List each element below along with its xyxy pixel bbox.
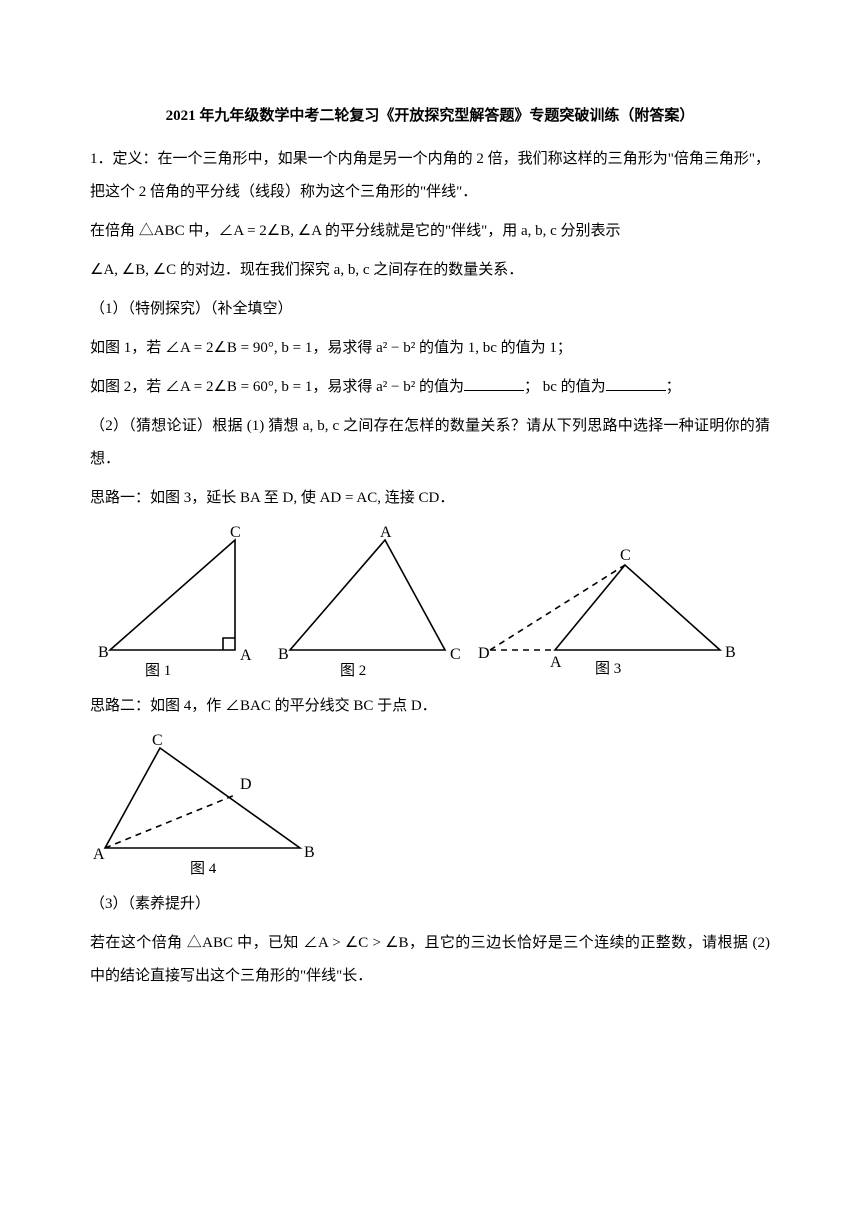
fig1-B: B [98,644,109,661]
figure-4: A B C D 图 4 [90,733,335,878]
figure-1: B A C 图 1 [90,525,260,680]
figure-1-svg: B A C 图 1 [90,525,260,680]
fig3-D: D [478,645,490,662]
figure-3-svg: D A B C 图 3 [475,545,735,680]
page: 2021 年九年级数学中考二轮复习《开放探究型解答题》专题突破训练（附答案） 1… [0,0,860,1059]
case-fig1: 如图 1，若 ∠A = 2∠B = 90°, b = 1，易求得 a² − b²… [90,332,770,365]
case-fig2: 如图 2，若 ∠A = 2∠B = 60°, b = 1，易求得 a² − b²… [90,371,770,404]
fig1-C: C [230,524,241,541]
approach-2: 思路二：如图 4，作 ∠BAC 的平分线交 BC 于点 D． [90,690,770,723]
part-3-heading: （3）（素养提升） [90,888,770,921]
fig1-label: 图 1 [145,662,171,679]
fig2-label: 图 2 [340,662,366,679]
case-fig2-b: ； bc 的值为 [524,379,606,395]
fig3-A: A [550,654,562,671]
figure-2-svg: A B C 图 2 [270,525,465,680]
case-fig2-a: 如图 2，若 ∠A = 2∠B = 60°, b = 1，易求得 a² − b²… [90,379,464,395]
fig2-B: B [278,646,289,663]
figure-3: D A B C 图 3 [475,545,735,680]
fig1-A: A [240,647,252,664]
fig4-D: D [240,776,252,793]
para-3: ∠A, ∠B, ∠C 的对边．现在我们探究 a, b, c 之间存在的数量关系． [90,254,770,287]
fig3-B: B [725,644,736,661]
figure-4-svg: A B C D 图 4 [90,733,335,878]
figure-row-2: A B C D 图 4 [90,733,770,878]
fig2-A: A [380,524,392,541]
blank-2 [606,375,666,391]
fig4-A: A [93,846,105,863]
case-fig2-c: ； [666,379,681,395]
approach-1: 思路一：如图 3，延长 BA 至 D, 使 AD = AC, 连接 CD． [90,482,770,515]
doc-title: 2021 年九年级数学中考二轮复习《开放探究型解答题》专题突破训练（附答案） [90,100,770,133]
figure-row-1: B A C 图 1 A B C 图 2 [90,525,770,680]
blank-1 [464,375,524,391]
fig2-C: C [450,646,461,663]
problem-definition: 1．定义：在一个三角形中，如果一个内角是另一个内角的 2 倍，我们称这样的三角形… [90,143,770,209]
figure-2: A B C 图 2 [270,525,465,680]
fig4-B: B [304,844,315,861]
part-3-body: 若在这个倍角 △ABC 中，已知 ∠A > ∠C > ∠B，且它的三边长恰好是三… [90,927,770,993]
fig3-C: C [620,547,631,564]
part-2-heading: （2）（猜想论证）根据 (1) 猜想 a, b, c 之间存在怎样的数量关系？请… [90,410,770,476]
fig4-label: 图 4 [190,860,217,877]
fig3-label: 图 3 [595,660,621,677]
para-2: 在倍角 △ABC 中，∠A = 2∠B, ∠A 的平分线就是它的"伴线"，用 a… [90,215,770,248]
fig4-C: C [152,732,163,749]
part-1-heading: （1）（特例探究）（补全填空） [90,293,770,326]
